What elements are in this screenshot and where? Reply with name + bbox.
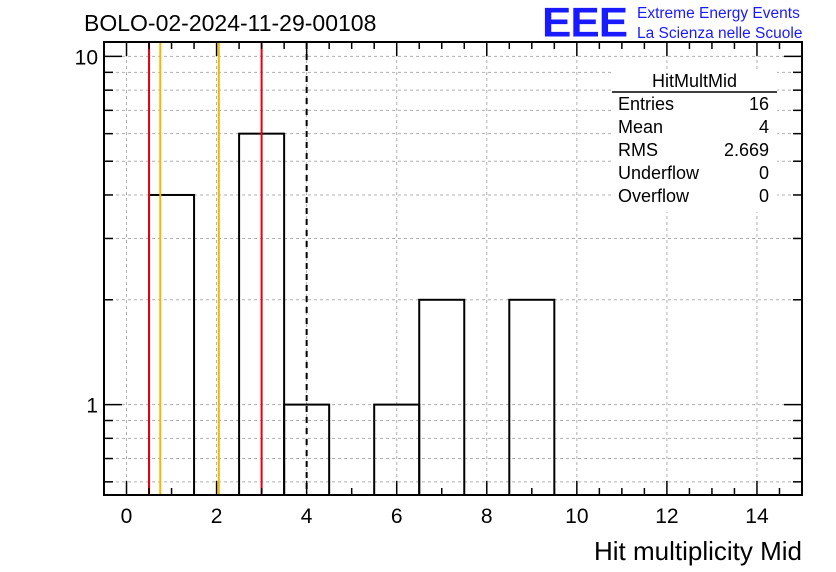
stats-value: 4	[759, 117, 769, 137]
stats-title: HitMultMid	[652, 71, 737, 91]
y-tick-label: 1	[86, 395, 98, 418]
stats-value: 0	[759, 186, 769, 206]
stats-label: Mean	[618, 117, 663, 137]
stats-value: 2.669	[724, 140, 769, 160]
x-tick-label: 14	[745, 505, 769, 528]
stats-value: 16	[749, 94, 769, 114]
x-axis-label: Hit multiplicity Mid	[594, 536, 802, 566]
stats-label: Underflow	[618, 163, 700, 183]
stats-box	[612, 70, 777, 212]
eee-logo: EEE	[542, 0, 628, 46]
logo-line-1: Extreme Energy Events	[637, 5, 800, 22]
x-tick-label: 0	[121, 505, 133, 528]
x-tick-label: 2	[211, 505, 223, 528]
x-tick-label: 4	[301, 505, 313, 528]
stats-label: Entries	[618, 94, 674, 114]
plot-frame	[103, 41, 803, 496]
stats-label: Overflow	[618, 186, 690, 206]
x-tick-label: 12	[655, 505, 678, 528]
y-tick-label: 10	[75, 46, 98, 69]
x-tick-label: 8	[481, 505, 493, 528]
run-title: BOLO-02-2024-11-29-00108	[84, 10, 377, 36]
stats-value: 0	[759, 163, 769, 183]
x-tick-label: 6	[391, 505, 403, 528]
histogram-bar	[148, 193, 196, 496]
x-tick-label: 10	[565, 505, 588, 528]
histogram-bar	[508, 298, 556, 497]
histogram-bar	[418, 298, 466, 497]
stats-label: RMS	[618, 140, 658, 160]
logo-line-2: La Scienza nelle Scuole	[637, 25, 803, 42]
